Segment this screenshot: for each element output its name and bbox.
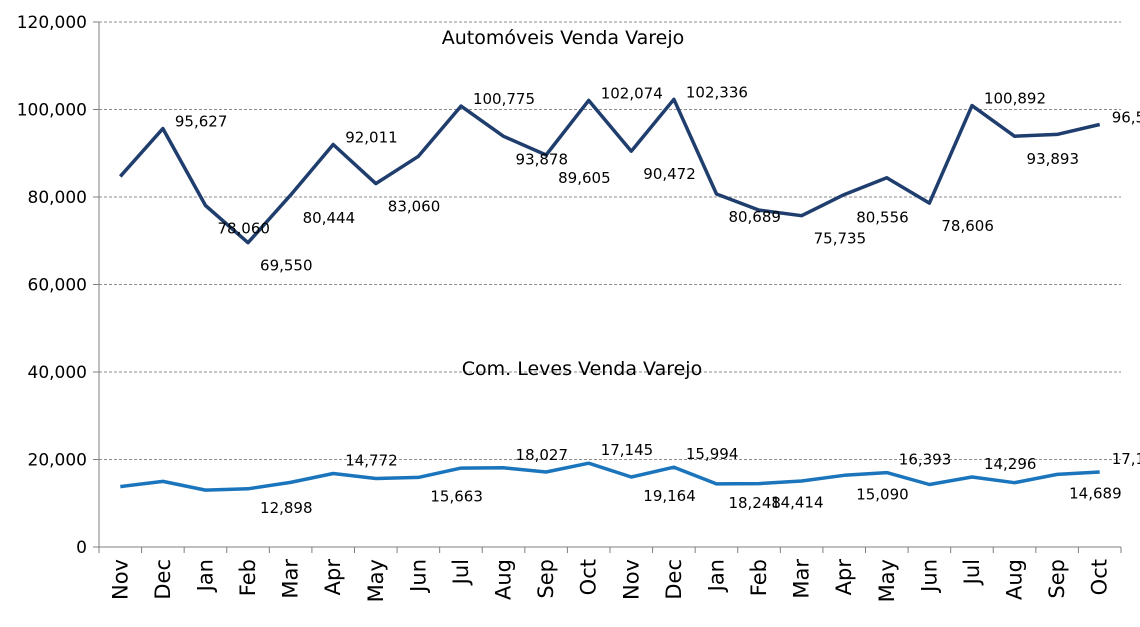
data-label: 80,689 — [728, 208, 781, 226]
x-tick-label: Jul — [449, 559, 473, 586]
x-tick-label: Jan — [704, 559, 728, 593]
data-label: 14,689 — [1069, 484, 1122, 502]
x-tick-label: Nov — [619, 559, 643, 600]
data-label: 16,393 — [899, 451, 952, 469]
series-line-automoveis — [118, 97, 1101, 245]
y-tick-label: 20,000 — [28, 451, 87, 471]
data-label: 14,772 — [345, 452, 398, 470]
x-tick-label: Aug — [492, 559, 516, 600]
gridlines — [99, 21, 1121, 460]
axes: 0 20,000 40,000 60,000 80,000 100,000 120,000 N… — [17, 13, 1122, 602]
data-label: 75,735 — [814, 230, 867, 248]
x-tick-label: Jun — [917, 559, 941, 594]
data-label: 18,027 — [516, 446, 569, 464]
x-tick-label: Sep — [1045, 559, 1069, 599]
y-tick-label: 80,000 — [28, 188, 87, 208]
y-tick-label: 0 — [76, 538, 87, 558]
x-tick-label: Apr — [832, 559, 856, 596]
x-tick-label: Oct — [577, 559, 601, 595]
data-labels: 95,627 78,060 69,550 80,444 92,011 83,060 100,… — [175, 83, 1140, 517]
x-tick-label: Dec — [151, 559, 175, 600]
y-tick-label: 60,000 — [28, 276, 87, 296]
data-label: 15,994 — [686, 445, 739, 463]
data-label: 80,556 — [856, 209, 909, 227]
x-tick-label: Jul — [960, 559, 984, 586]
series-title-comleves: Com. Leves Venda Varejo — [462, 358, 702, 380]
x-tick-label: Dec — [662, 559, 686, 600]
data-label: 83,060 — [388, 198, 441, 216]
data-label: 17,145 — [601, 441, 654, 459]
x-tick-label: May — [875, 559, 899, 602]
y-tick-label: 40,000 — [28, 363, 87, 383]
x-tick-label: Oct — [1088, 559, 1112, 595]
x-tick-label: Nov — [108, 559, 132, 600]
data-label: 69,550 — [260, 257, 313, 275]
data-label: 14,414 — [771, 494, 824, 512]
data-label: 92,011 — [345, 128, 398, 146]
data-label: 90,472 — [643, 165, 696, 183]
data-label: 12,898 — [260, 499, 313, 517]
data-label: 95,627 — [175, 113, 228, 131]
x-tick-label: Feb — [747, 559, 771, 596]
x-tick-label: Jan — [193, 559, 217, 593]
x-tick-label: Jun — [406, 559, 430, 594]
x-tick-label: Mar — [790, 559, 814, 599]
x-tick-label: May — [364, 559, 388, 602]
data-label: 89,605 — [558, 169, 611, 187]
data-label: 17,144 — [1112, 450, 1140, 468]
data-label: 102,336 — [686, 83, 748, 101]
data-label: 15,663 — [430, 487, 483, 505]
series-title-autos: Automóveis Venda Varejo — [442, 27, 685, 49]
series-lines — [118, 97, 1101, 492]
data-label: 93,893 — [1027, 150, 1080, 168]
y-tick-label: 100,000 — [17, 101, 87, 121]
series-line-com-leves — [120, 461, 1100, 492]
data-label: 80,444 — [303, 209, 356, 227]
data-label: 19,164 — [643, 487, 696, 505]
data-label: 14,296 — [984, 455, 1036, 473]
x-tick-label: Sep — [534, 559, 558, 599]
x-tick-label: Feb — [236, 559, 260, 596]
data-label: 18,248 — [728, 494, 781, 512]
data-label: 100,775 — [473, 90, 535, 108]
data-label: 93,878 — [516, 150, 569, 168]
x-tick-label: Aug — [1003, 559, 1027, 600]
data-label: 96,569 — [1112, 109, 1140, 127]
y-tick-label: 120,000 — [17, 13, 87, 33]
data-label: 78,060 — [217, 219, 269, 237]
data-label: 78,606 — [941, 217, 994, 235]
data-label: 102,074 — [601, 84, 663, 102]
data-label: 100,892 — [984, 90, 1046, 108]
x-tick-label: Mar — [279, 559, 303, 599]
x-tick-label: Apr — [321, 559, 345, 596]
data-label: 15,090 — [856, 485, 909, 503]
